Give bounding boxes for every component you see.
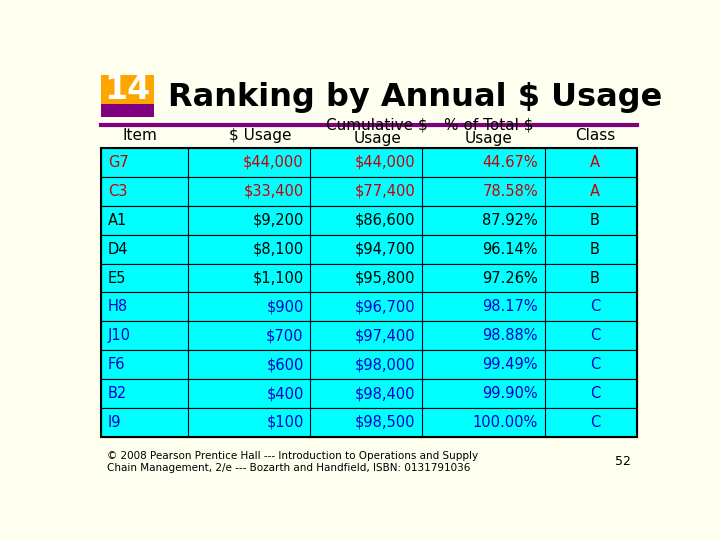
Text: 100.00%: 100.00% (473, 415, 538, 430)
Text: Ranking by Annual $ Usage: Ranking by Annual $ Usage (168, 82, 662, 113)
Text: A: A (590, 155, 600, 170)
FancyBboxPatch shape (101, 379, 637, 408)
Text: C: C (590, 299, 600, 314)
Text: C: C (590, 357, 600, 372)
FancyBboxPatch shape (101, 104, 154, 117)
FancyBboxPatch shape (101, 264, 637, 293)
Text: $98,500: $98,500 (355, 415, 415, 430)
Text: $98,000: $98,000 (355, 357, 415, 372)
Text: B2: B2 (108, 386, 127, 401)
Text: $600: $600 (266, 357, 304, 372)
Text: C3: C3 (108, 184, 127, 199)
Text: $8,100: $8,100 (253, 241, 304, 256)
Text: 78.58%: 78.58% (482, 184, 538, 199)
FancyBboxPatch shape (101, 321, 637, 350)
FancyBboxPatch shape (101, 408, 637, 437)
Text: © 2008 Pearson Prentice Hall --- Introduction to Operations and Supply
Chain Man: © 2008 Pearson Prentice Hall --- Introdu… (107, 451, 478, 472)
Text: $98,400: $98,400 (355, 386, 415, 401)
Text: $900: $900 (266, 299, 304, 314)
Text: 98.17%: 98.17% (482, 299, 538, 314)
Text: 96.14%: 96.14% (482, 241, 538, 256)
FancyBboxPatch shape (101, 177, 637, 206)
Text: B: B (590, 241, 600, 256)
Text: 99.49%: 99.49% (482, 357, 538, 372)
Text: A1: A1 (108, 213, 127, 228)
Text: Item: Item (123, 128, 158, 143)
Text: 87.92%: 87.92% (482, 213, 538, 228)
Text: F6: F6 (108, 357, 125, 372)
Text: I9: I9 (108, 415, 122, 430)
Text: $100: $100 (266, 415, 304, 430)
Text: C: C (590, 328, 600, 343)
Text: $1,100: $1,100 (253, 271, 304, 286)
Text: B: B (590, 213, 600, 228)
Text: D4: D4 (108, 241, 128, 256)
Text: $96,700: $96,700 (355, 299, 415, 314)
Text: C: C (590, 386, 600, 401)
Text: $86,600: $86,600 (355, 213, 415, 228)
FancyBboxPatch shape (101, 75, 154, 117)
Text: $44,000: $44,000 (355, 155, 415, 170)
Text: 44.67%: 44.67% (482, 155, 538, 170)
Text: H8: H8 (108, 299, 128, 314)
FancyBboxPatch shape (101, 148, 637, 177)
Text: $33,400: $33,400 (243, 184, 304, 199)
Text: 14: 14 (104, 73, 150, 106)
Text: G7: G7 (108, 155, 129, 170)
Text: $700: $700 (266, 328, 304, 343)
Text: % of Total $: % of Total $ (444, 118, 534, 133)
FancyBboxPatch shape (101, 350, 637, 379)
Text: C: C (590, 415, 600, 430)
Text: 99.90%: 99.90% (482, 386, 538, 401)
Text: $400: $400 (266, 386, 304, 401)
Text: B: B (590, 271, 600, 286)
Text: $9,200: $9,200 (252, 213, 304, 228)
Text: $94,700: $94,700 (355, 241, 415, 256)
Text: Usage: Usage (354, 131, 401, 146)
Text: $95,800: $95,800 (355, 271, 415, 286)
Text: Class: Class (575, 128, 615, 143)
FancyBboxPatch shape (101, 235, 637, 264)
Text: 98.88%: 98.88% (482, 328, 538, 343)
Text: $44,000: $44,000 (243, 155, 304, 170)
Text: $77,400: $77,400 (354, 184, 415, 199)
FancyBboxPatch shape (101, 293, 637, 321)
Text: E5: E5 (108, 271, 126, 286)
Text: A: A (590, 184, 600, 199)
Text: $97,400: $97,400 (355, 328, 415, 343)
Text: Usage: Usage (465, 131, 513, 146)
FancyBboxPatch shape (101, 206, 637, 235)
Text: J10: J10 (108, 328, 131, 343)
Text: 52: 52 (616, 455, 631, 468)
Text: $ Usage: $ Usage (229, 128, 292, 143)
Text: 97.26%: 97.26% (482, 271, 538, 286)
Text: Cumulative $: Cumulative $ (326, 118, 428, 133)
